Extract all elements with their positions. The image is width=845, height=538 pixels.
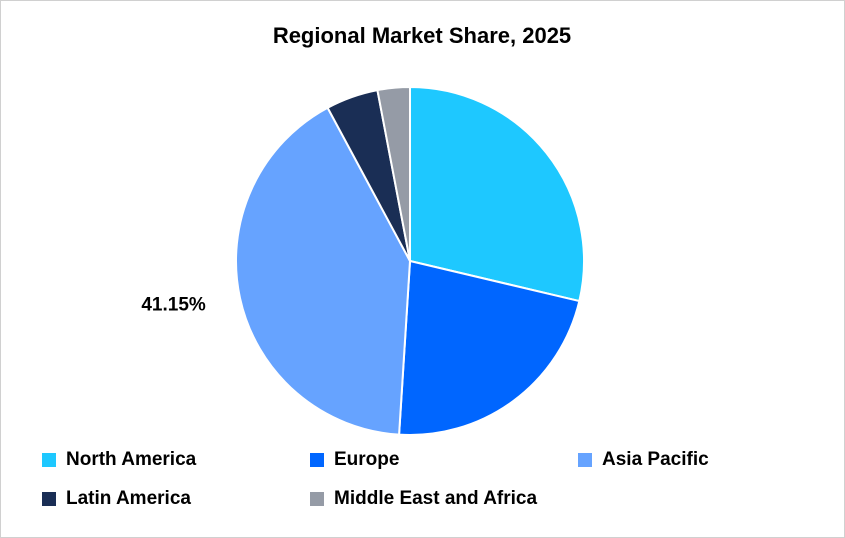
pie-slice (398, 259, 581, 436)
legend-swatch (310, 453, 324, 467)
legend-label: Latin America (66, 488, 191, 509)
legend-label: Middle East and Africa (334, 488, 537, 509)
legend-swatch (578, 453, 592, 467)
pie-slice (409, 85, 585, 303)
pie-slice (376, 85, 411, 262)
pie-slice (235, 106, 412, 436)
legend-label: North America (66, 449, 197, 470)
legend-swatch (42, 453, 56, 467)
legend-swatch (42, 492, 56, 506)
legend-label: Europe (334, 449, 399, 470)
chart-title: Regional Market Share, 2025 (273, 23, 571, 48)
data-label: 41.15% (141, 295, 206, 316)
legend-swatch (310, 492, 324, 506)
legend-label: Asia Pacific (602, 449, 709, 470)
